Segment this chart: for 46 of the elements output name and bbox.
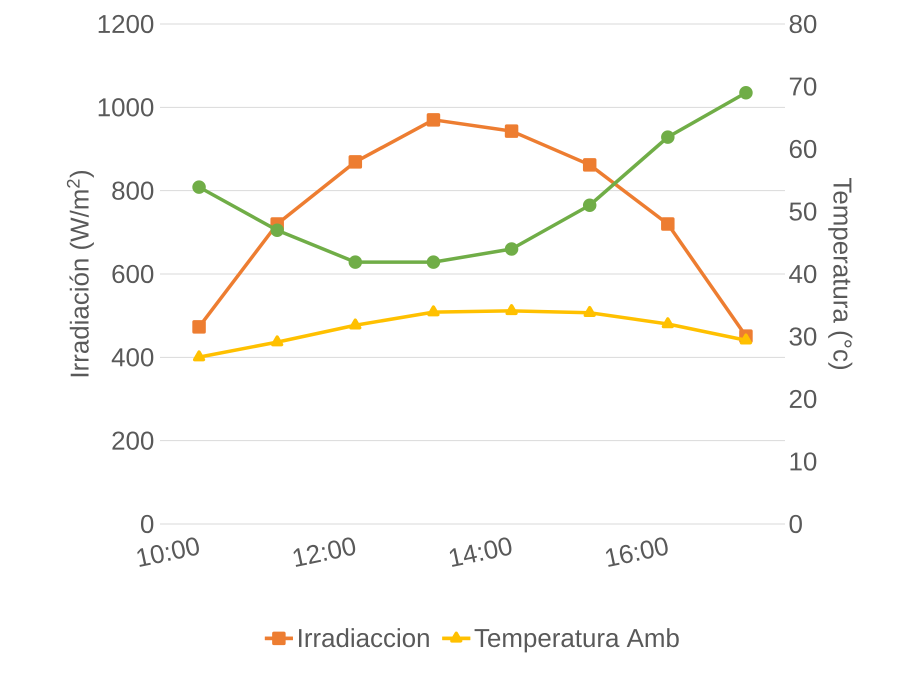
y2-tick-label: 80 — [790, 14, 816, 34]
y-tick-label: 400 — [112, 348, 154, 366]
y2-tick-label: 20 — [790, 390, 816, 408]
point — [582, 198, 596, 212]
y2-tick-label: 40 — [789, 264, 816, 284]
point — [349, 318, 362, 330]
y2-tick-label: 10 — [790, 452, 816, 471]
y2-tick-label: 50 — [790, 202, 816, 221]
y2-axis-title: Temperatura (°c) — [828, 178, 852, 369]
x-tick-label: 16:00 — [606, 537, 668, 567]
y2-tick-label: 70 — [790, 77, 816, 96]
y-tick-label: 600 — [112, 264, 154, 284]
point — [740, 334, 752, 344]
point — [739, 86, 753, 100]
point — [271, 335, 284, 346]
y-tick-label: 0 — [140, 514, 154, 534]
point — [426, 255, 440, 269]
y2-tick-label: 60 — [790, 140, 816, 158]
y-axis-title: Irradiación (W/m$^{2}$) — [66, 171, 94, 376]
point — [426, 113, 440, 127]
y-tick-label: 1200 — [98, 14, 154, 34]
x-tick-label: 14:00 — [450, 537, 512, 567]
point — [504, 242, 518, 256]
point — [584, 306, 596, 317]
point — [505, 304, 518, 316]
legend-label: Irradiaccion — [299, 628, 429, 648]
y-tick-label: 800 — [112, 181, 154, 200]
y-tick-label: 200 — [112, 431, 154, 450]
point — [270, 224, 284, 237]
point — [661, 130, 675, 144]
point — [582, 158, 596, 172]
point — [504, 124, 518, 138]
y2-tick-label: 30 — [790, 327, 816, 346]
point — [348, 255, 362, 269]
legend-label: Temperatura Amb — [474, 628, 679, 652]
point — [192, 350, 206, 362]
point — [662, 317, 674, 328]
point — [192, 180, 206, 194]
x-tick-label: 12:00 — [294, 537, 356, 567]
x-tick-label: 10:00 — [137, 537, 199, 567]
point — [661, 217, 675, 231]
point — [348, 155, 362, 169]
y2-tick-label: 0 — [790, 514, 802, 534]
point — [192, 320, 206, 334]
y-tick-label: 1000 — [98, 98, 154, 116]
point — [427, 305, 440, 316]
